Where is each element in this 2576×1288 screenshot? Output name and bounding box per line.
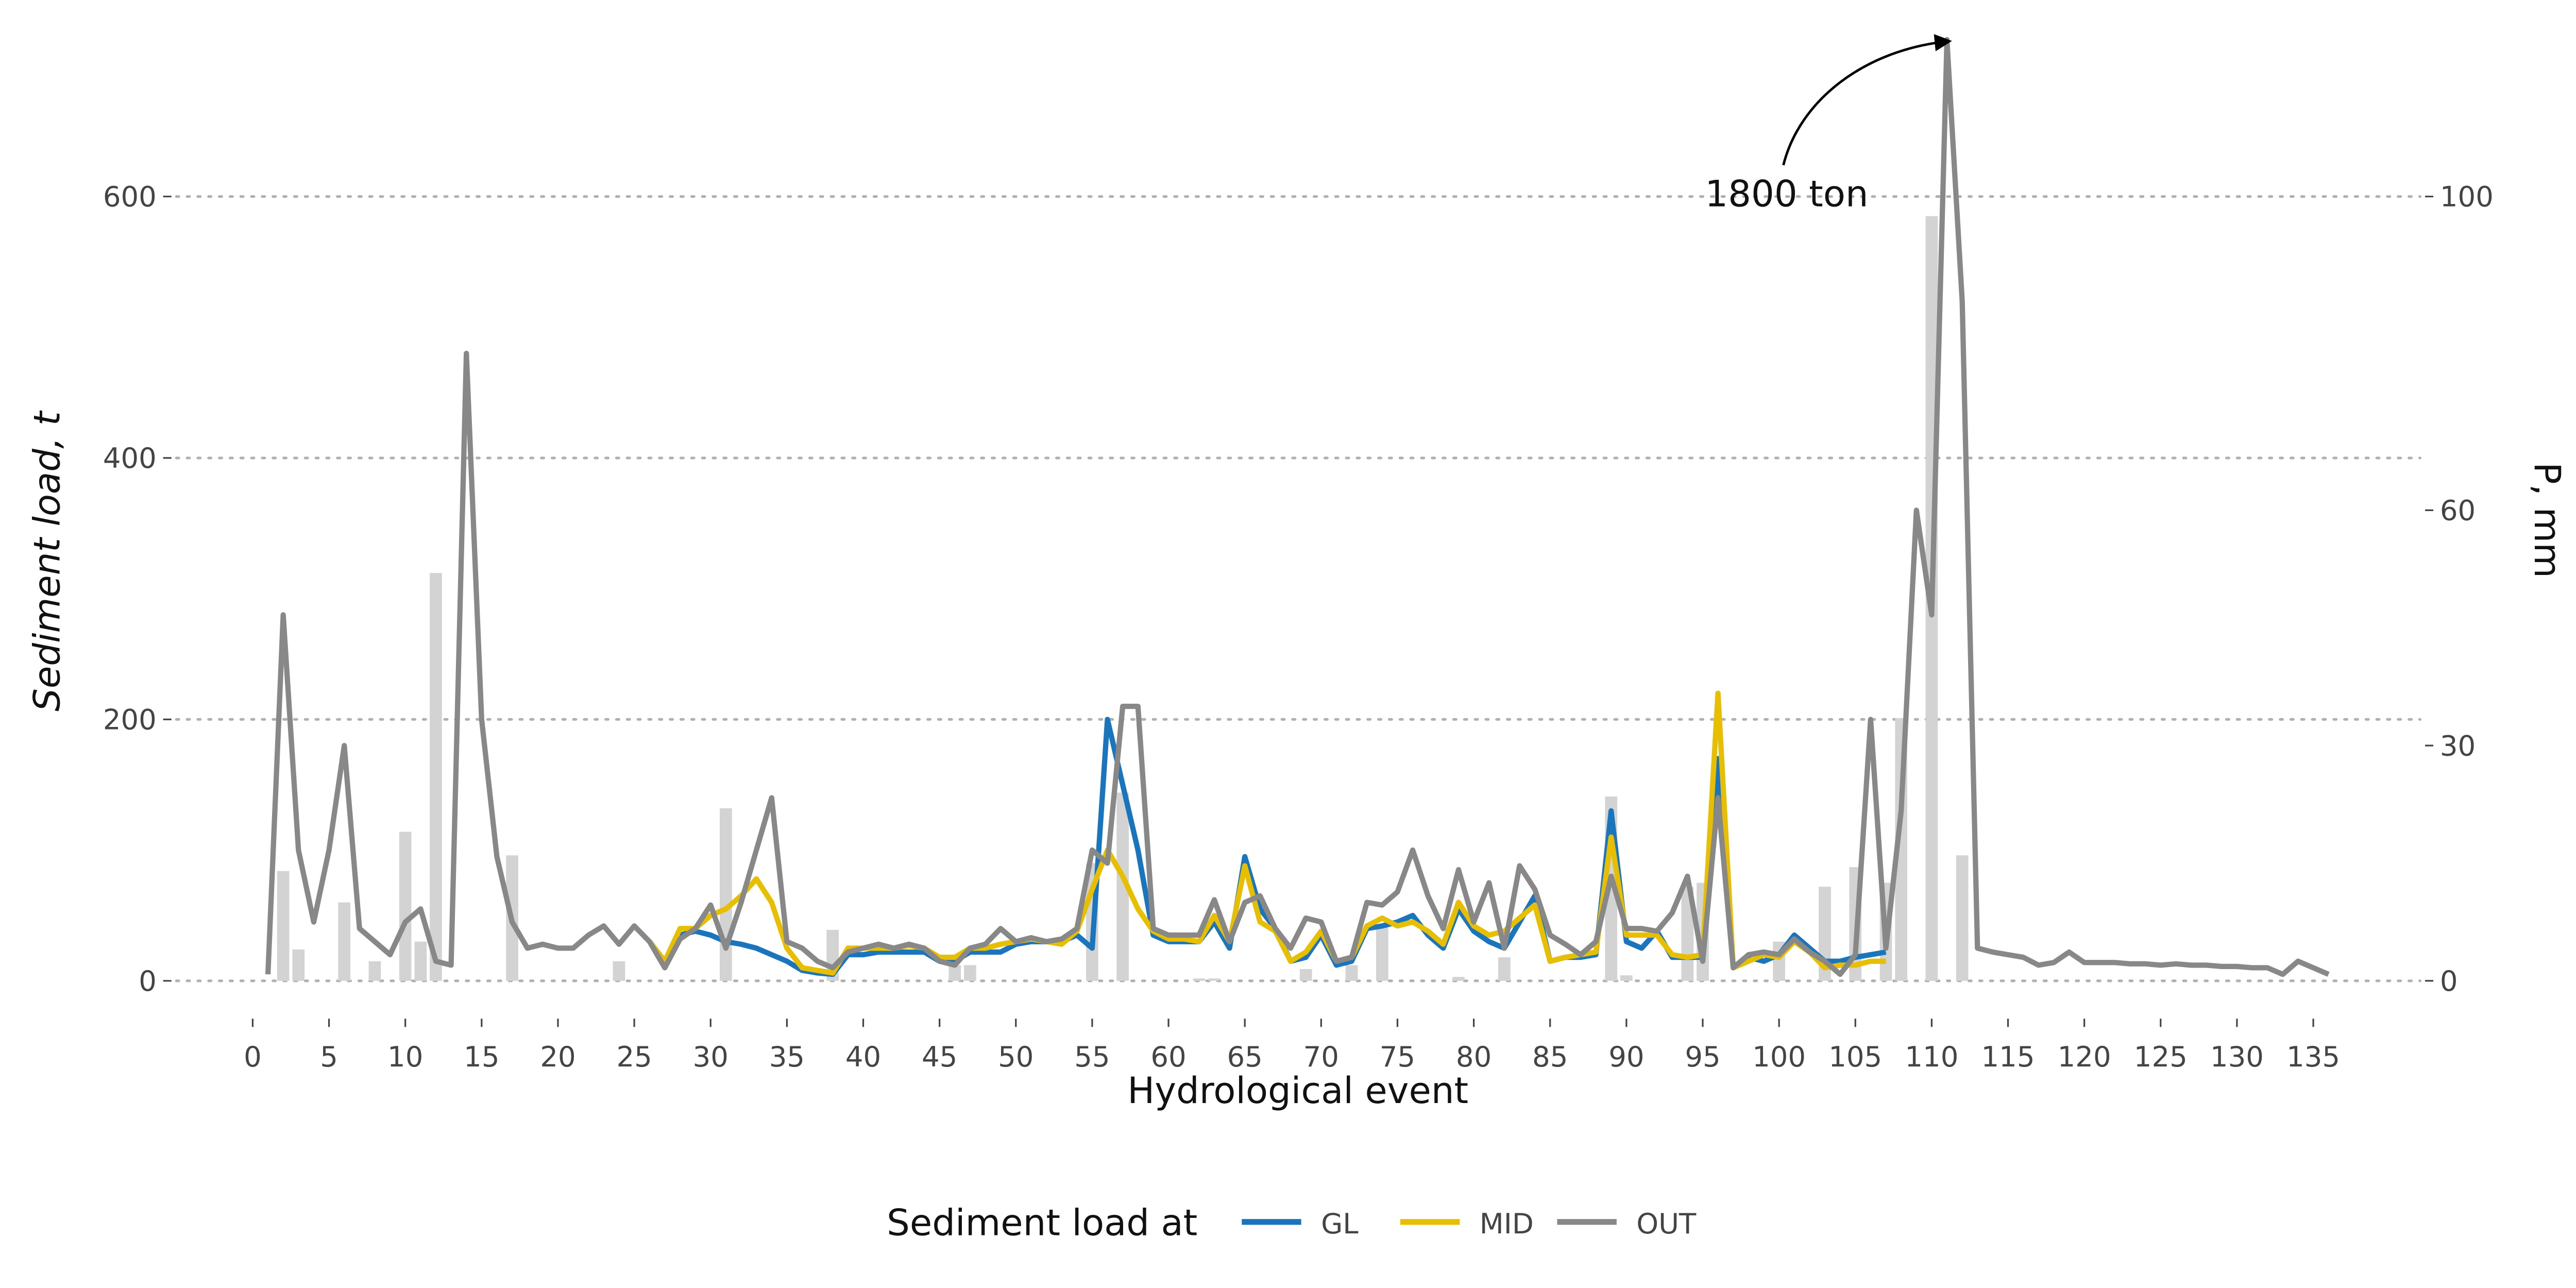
y-tick-label: 0 xyxy=(139,964,157,997)
x-tick-label: 25 xyxy=(616,1040,652,1073)
x-tick-label: 10 xyxy=(387,1040,423,1073)
precip-bar xyxy=(1208,978,1221,981)
precip-bar xyxy=(368,961,381,981)
x-tick-label: 85 xyxy=(1532,1040,1568,1073)
x-tick-label: 5 xyxy=(320,1040,338,1073)
x-tick-label: 40 xyxy=(845,1040,881,1073)
precip-bar xyxy=(399,832,412,981)
x-tick-label: 115 xyxy=(1981,1040,2035,1073)
precip-bar xyxy=(1299,969,1312,981)
x-tick-label: 100 xyxy=(1752,1040,1806,1073)
annotation-arrow xyxy=(1782,34,1952,166)
x-tick-label: 55 xyxy=(1074,1040,1110,1073)
legend-title: Sediment load at xyxy=(887,1201,1197,1244)
x-tick-label: 130 xyxy=(2210,1040,2264,1073)
x-tick-label: 80 xyxy=(1456,1040,1492,1073)
x-tick-label: 50 xyxy=(998,1040,1033,1073)
y2-tick-label: 60 xyxy=(2440,494,2476,527)
precip-bar xyxy=(1345,965,1358,981)
x-tick-label: 20 xyxy=(540,1040,575,1073)
precip-bar xyxy=(292,949,305,981)
y-axis-title: Sediment load, t xyxy=(26,410,68,711)
y2-tick-label: 0 xyxy=(2440,964,2458,997)
precip-bar xyxy=(1452,977,1465,981)
precip-bar xyxy=(948,965,961,981)
y-tick-label: 400 xyxy=(103,442,157,474)
precip-bar xyxy=(1498,957,1511,981)
x-tick-label: 35 xyxy=(769,1040,805,1073)
precip-bar xyxy=(1956,855,1969,981)
x-axis-title: Hydrological event xyxy=(1127,1070,1468,1112)
precip-bar xyxy=(613,961,625,981)
x-tick-label: 30 xyxy=(693,1040,728,1073)
x-tick-label: 0 xyxy=(244,1040,262,1073)
x-tick-label: 110 xyxy=(1905,1040,1958,1073)
precip-bar xyxy=(338,902,351,981)
y-tick-label: 600 xyxy=(103,180,157,213)
y-tick-label: 200 xyxy=(103,703,157,736)
x-tick-label: 15 xyxy=(464,1040,499,1073)
series-line xyxy=(265,37,2330,977)
legend-label: GL xyxy=(1321,1207,1359,1240)
annotation: 1800 ton xyxy=(1705,173,1868,215)
x-tick-label: 125 xyxy=(2134,1040,2188,1073)
precip-bar xyxy=(1620,975,1633,981)
precip-bar xyxy=(430,573,442,981)
x-tick-label: 135 xyxy=(2286,1040,2340,1073)
x-tick-label: 95 xyxy=(1685,1040,1720,1073)
precip-bar xyxy=(1116,792,1129,981)
legend: GL MID OUT xyxy=(1242,1207,1697,1240)
plot-area: 0 200 400 600 0 30 60 100 0 5 10 15 20 25 30 35 40 45 50 55… xyxy=(103,37,2494,1073)
x-tick-label: 60 xyxy=(1150,1040,1186,1073)
precip-bar xyxy=(964,965,976,981)
x-tick-label: 105 xyxy=(1828,1040,1882,1073)
y2-tick-label: 100 xyxy=(2440,180,2494,213)
precip-bar xyxy=(414,941,427,981)
x-tick-label: 65 xyxy=(1227,1040,1263,1073)
legend-label: MID xyxy=(1480,1207,1534,1240)
precip-bar xyxy=(277,871,290,981)
y2-axis-title: P, mm xyxy=(2526,462,2568,578)
x-tick-label: 120 xyxy=(2058,1040,2111,1073)
x-tick-label: 90 xyxy=(1608,1040,1644,1073)
x-tick-label: 75 xyxy=(1380,1040,1415,1073)
precip-bar xyxy=(1376,926,1388,981)
y2-tick-label: 30 xyxy=(2440,729,2476,762)
x-tick-label: 45 xyxy=(922,1040,957,1073)
x-tick-label: 70 xyxy=(1303,1040,1339,1073)
precip-bar xyxy=(720,808,732,981)
legend-label: OUT xyxy=(1636,1207,1697,1240)
precip-bar xyxy=(1193,978,1206,981)
